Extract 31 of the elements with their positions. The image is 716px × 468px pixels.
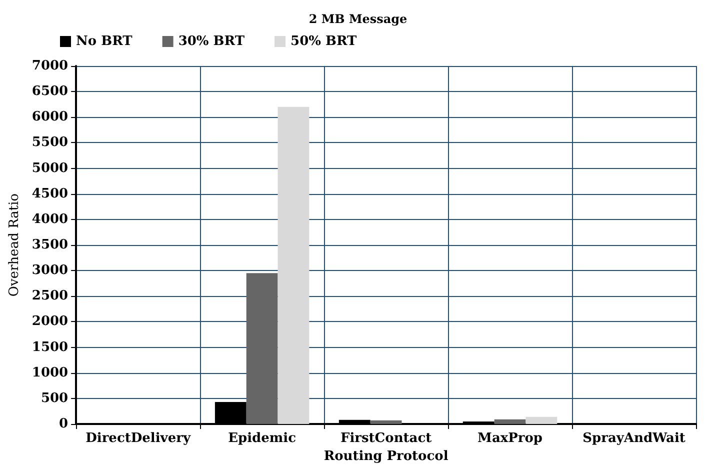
y-tick-label: 5000 [32,160,68,176]
bar [526,416,558,424]
y-tick-label: 1500 [32,340,68,355]
y-tick-label: 3500 [32,238,68,252]
y-tick-label: 6500 [32,84,68,100]
bar [246,273,278,424]
y-tick-label: 5500 [32,135,68,150]
bar [494,419,526,424]
y-tick-label: 4500 [32,186,68,202]
x-tick-label: SprayAndWait [582,431,686,446]
x-tick-label: FirstContact [340,431,432,446]
y-tick-label: 2500 [32,288,68,304]
bar [370,420,402,424]
bar [278,106,310,424]
y-tick-label: 6000 [32,110,68,125]
x-tick-label: MaxProp [478,431,542,446]
legend-label: 30% BRT [178,34,245,49]
y-tick-label: 7000 [32,58,68,74]
y-tick-label: 0 [59,416,68,432]
x-tick-label: DirectDelivery [86,431,191,446]
y-tick-label: 500 [40,390,68,406]
y-tick-label: 4000 [32,212,68,227]
y-axis-title: Overhead Ratio [7,193,22,297]
y-tick-label: 1000 [32,365,68,380]
chart-title: 2 MB Message [308,12,408,26]
y-tick-label: 2000 [32,314,68,330]
legend-label: No BRT [76,34,133,49]
x-axis-title: Routing Protocol [324,448,448,464]
y-tick-label: 3000 [32,263,68,278]
legend-label: 50% BRT [290,34,358,49]
x-tick-label: Epidemic [228,431,296,446]
